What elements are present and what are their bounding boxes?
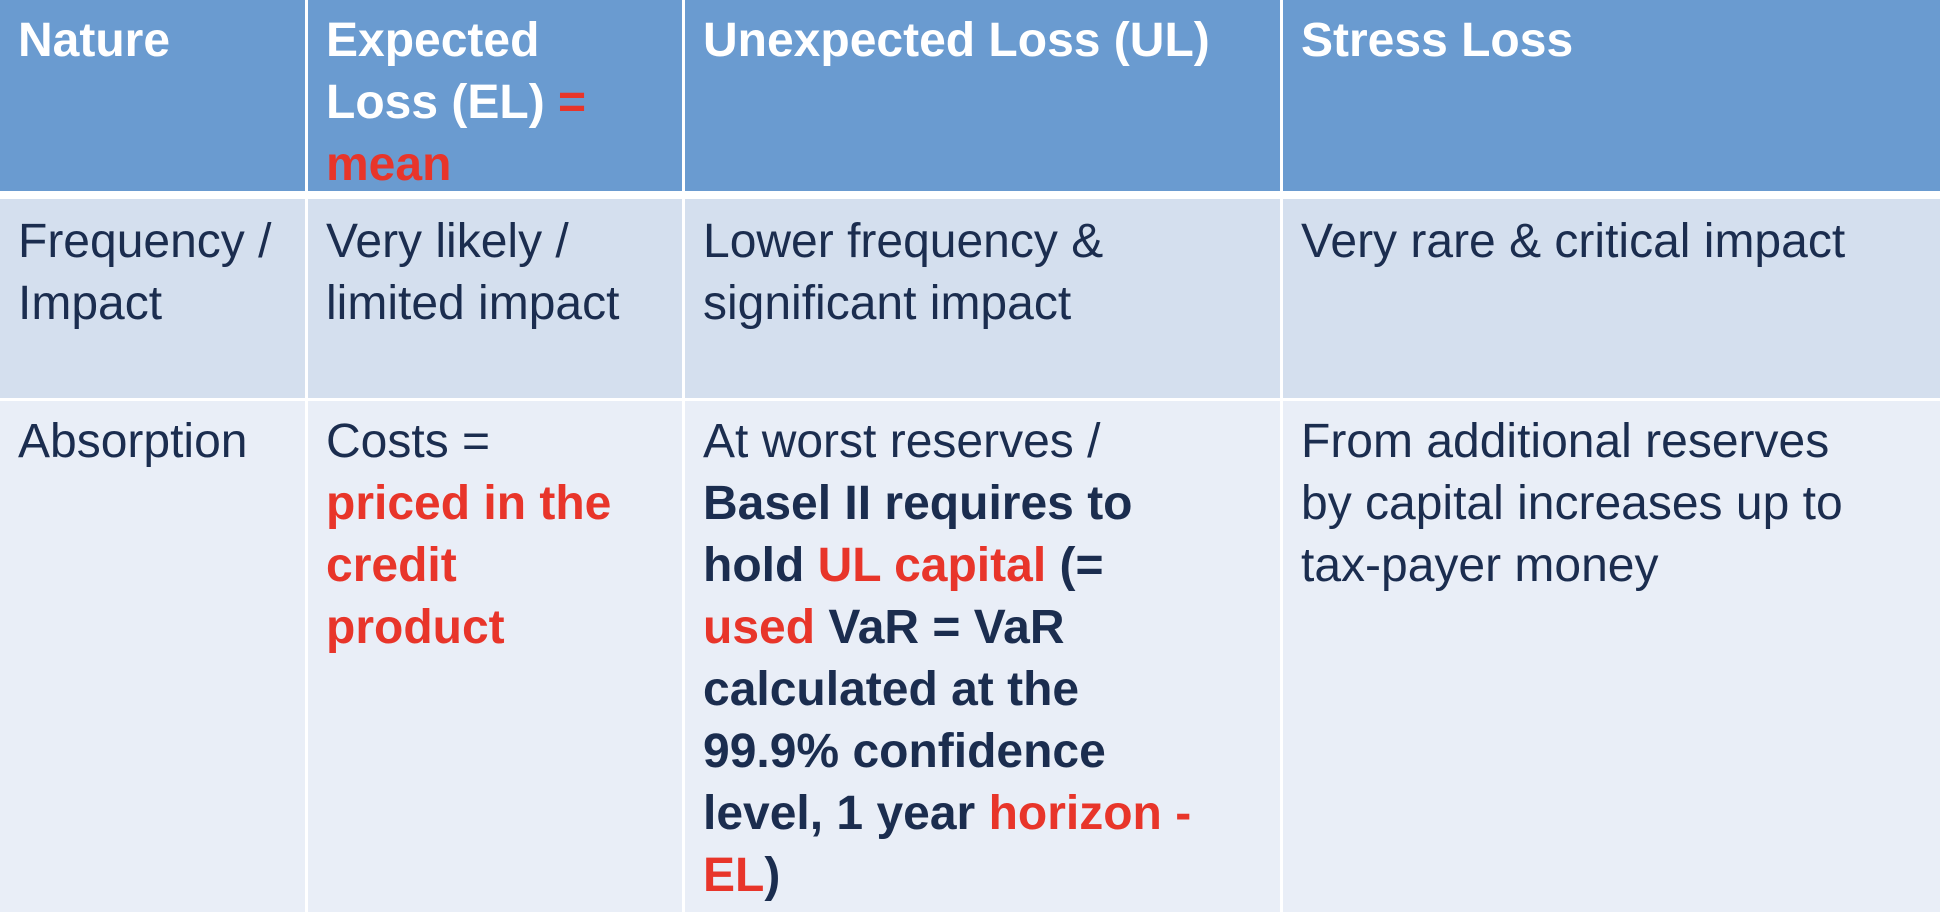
header-unexpected-loss: Unexpected Loss (UL) (685, 0, 1283, 199)
header-expected-loss: Expected Loss (EL) = mean (308, 0, 685, 199)
absorption-ul-l3c: (= (1046, 539, 1104, 592)
header-el-equals: = (558, 76, 587, 129)
freq-label-line1: Frequency / (18, 215, 272, 268)
absorption-el-costs: Costs = (326, 415, 491, 468)
absorption-stress-l1: From additional reserves (1301, 415, 1830, 468)
row-absorption-label: Absorption (0, 401, 308, 912)
absorption-stress-l3: tax-payer money (1301, 539, 1659, 592)
header-nature-text: Nature (18, 14, 171, 67)
freq-stress-text: Very rare & critical impact (1301, 215, 1846, 268)
absorption-label: Absorption (18, 415, 248, 468)
absorption-ul-l6: 99.9% confidence (703, 725, 1106, 778)
row-frequency-ul: Lower frequency & significant impact (685, 199, 1283, 401)
absorption-ul-l4b: VaR = VaR (815, 601, 1065, 654)
row-frequency-label: Frequency / Impact (0, 199, 308, 401)
header-el-line1: Expected (326, 14, 540, 67)
freq-label-line2: Impact (18, 277, 163, 330)
row-frequency-stress: Very rare & critical impact (1283, 199, 1940, 401)
absorption-ul-l8b: ) (764, 849, 781, 902)
absorption-el-red1: priced in the (326, 477, 612, 530)
absorption-ul-l8a: EL (703, 849, 765, 902)
absorption-ul-l1: At worst reserves / (703, 415, 1101, 468)
row-frequency-el: Very likely / limited impact (308, 199, 685, 401)
absorption-ul-l3: hold UL capital (= (703, 535, 1266, 597)
absorption-ul-l7b: horizon - (988, 787, 1192, 840)
header-stress-text: Stress Loss (1301, 14, 1574, 67)
header-ul-text: Unexpected Loss (UL) (703, 14, 1210, 67)
freq-ul-line1: Lower frequency & (703, 215, 1104, 268)
freq-el-line1: Very likely / (326, 215, 569, 268)
absorption-stress-l2: by capital increases up to (1301, 477, 1843, 530)
header-el-line2: Loss (EL) (326, 76, 545, 129)
header-nature: Nature (0, 0, 308, 199)
absorption-ul-l3a: hold (703, 539, 818, 592)
absorption-ul-l4a: used (703, 601, 816, 654)
header-el-mean: mean (326, 138, 452, 191)
absorption-ul-l7a: level, 1 year (703, 787, 989, 840)
absorption-ul-l7: level, 1 year horizon - (703, 783, 1266, 845)
absorption-el-red2: credit (326, 539, 457, 592)
absorption-el-red3: product (326, 601, 505, 654)
absorption-ul-l2: Basel II requires to (703, 477, 1133, 530)
row-absorption-ul: At worst reserves / Basel II requires to… (685, 401, 1283, 912)
header-stress-loss: Stress Loss (1283, 0, 1940, 199)
header-el-line2-wrap: Loss (EL) = (326, 72, 668, 134)
absorption-ul-l5: calculated at the (703, 663, 1080, 716)
row-absorption-el: Costs = priced in the credit product (308, 401, 685, 912)
row-absorption-stress: From additional reserves by capital incr… (1283, 401, 1940, 912)
absorption-ul-l4: used VaR = VaR (703, 597, 1266, 659)
freq-el-line2: limited impact (326, 277, 620, 330)
freq-ul-line2: significant impact (703, 277, 1072, 330)
absorption-ul-l3b: UL capital (817, 539, 1047, 592)
absorption-ul-l8: EL) (703, 845, 1266, 907)
